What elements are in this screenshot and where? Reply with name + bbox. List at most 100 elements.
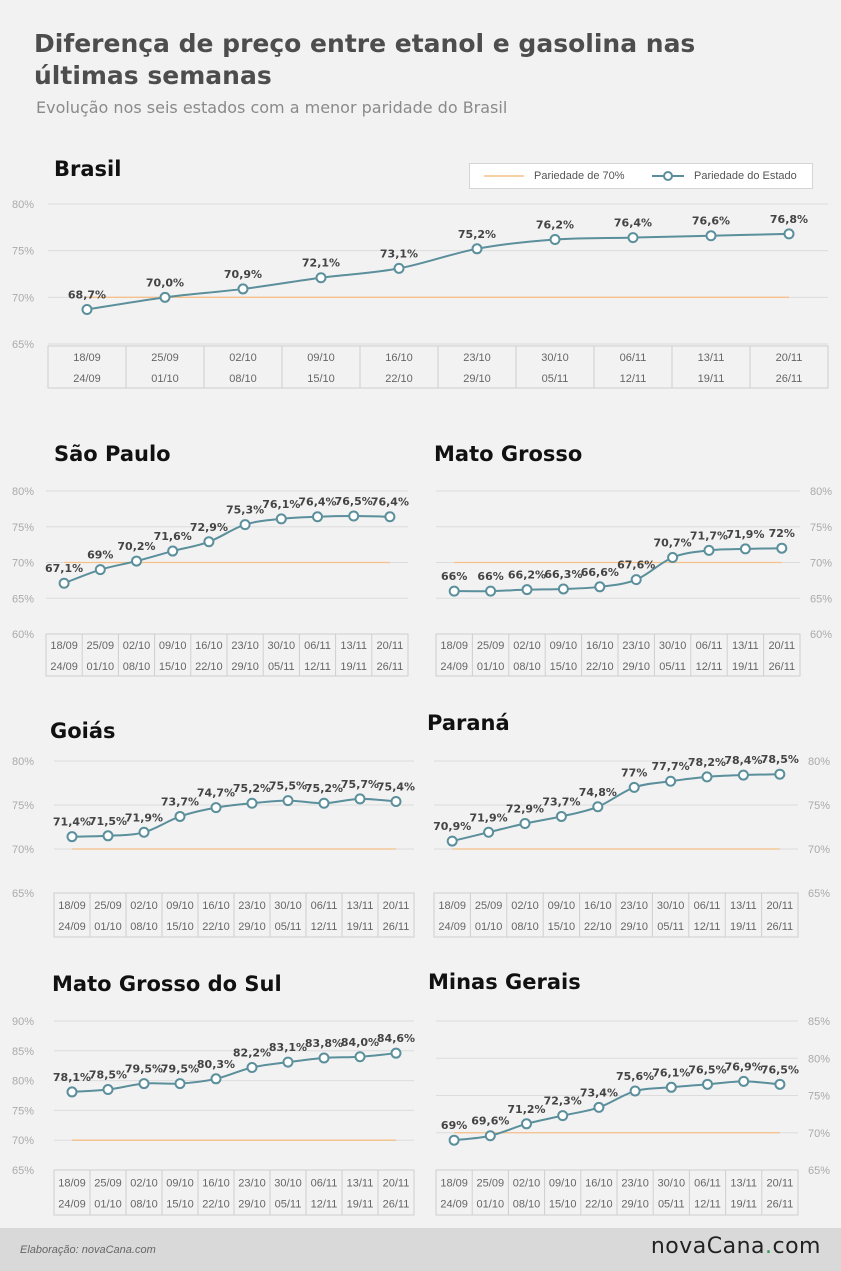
data-label: 76,6% bbox=[692, 215, 730, 228]
x-tick-label-start: 18/09 bbox=[73, 352, 101, 364]
x-tick-label-end: 08/10 bbox=[130, 1199, 158, 1211]
x-tick-label-end: 26/11 bbox=[776, 373, 803, 385]
x-tick-label-end: 22/10 bbox=[385, 373, 413, 385]
data-label: 70,7% bbox=[654, 536, 692, 549]
x-tick-label-start: 30/10 bbox=[657, 900, 685, 912]
data-point bbox=[448, 585, 460, 597]
x-tick-label-start: 30/10 bbox=[268, 640, 296, 652]
x-tick-label-end: 08/10 bbox=[123, 661, 151, 673]
x-tick-label-start: 30/10 bbox=[274, 900, 302, 912]
data-point bbox=[555, 810, 567, 822]
x-tick-label-start: 25/09 bbox=[477, 1178, 505, 1190]
logo-dot: . bbox=[765, 1234, 773, 1259]
x-tick-label-start: 16/10 bbox=[202, 900, 230, 912]
x-tick-label-end: 01/10 bbox=[94, 1199, 122, 1211]
x-tick-label-start: 09/10 bbox=[159, 640, 187, 652]
x-tick-label-end: 05/11 bbox=[658, 1199, 685, 1211]
data-label: 75,4% bbox=[377, 780, 415, 793]
x-axis-table: 18/09 24/09 25/09 01/10 02/10 08/10 09/10 15/10… bbox=[433, 892, 799, 938]
x-axis-table: 18/09 24/09 25/09 01/10 02/10 08/10 09/10 15/10… bbox=[53, 1169, 415, 1216]
data-point bbox=[66, 831, 78, 843]
data-point bbox=[628, 781, 640, 793]
chart-mato-grosso-do-sul: 90% 85% 80% 75% 70% 65% 18/09 24/09 25/09 01/10 02… bbox=[12, 1016, 415, 1216]
x-tick-label-start: 18/09 bbox=[58, 900, 86, 912]
x-tick-label-end: 29/10 bbox=[621, 1199, 649, 1211]
x-tick-label-end: 24/09 bbox=[50, 661, 78, 673]
y-tick-label: 75% bbox=[808, 800, 830, 812]
data-label: 76,4% bbox=[614, 217, 652, 230]
data-point bbox=[348, 510, 360, 522]
data-label: 71,9% bbox=[470, 811, 508, 824]
y-tick-label: 65% bbox=[12, 888, 34, 900]
data-label: 78,1% bbox=[53, 1071, 91, 1084]
x-tick-label-start: 18/09 bbox=[440, 1178, 468, 1190]
series-line bbox=[86, 232, 790, 311]
x-tick-label-start: 23/10 bbox=[622, 640, 650, 652]
data-point bbox=[774, 768, 786, 780]
x-tick-label-start: 30/10 bbox=[541, 352, 569, 364]
data-point bbox=[484, 1130, 496, 1142]
x-tick-label-start: 06/11 bbox=[696, 640, 723, 652]
x-tick-label-end: 12/11 bbox=[311, 921, 338, 933]
data-label: 78,5% bbox=[89, 1069, 127, 1082]
x-tick-label-end: 24/09 bbox=[73, 373, 101, 385]
data-label: 76,9% bbox=[725, 1060, 763, 1073]
data-label: 77,7% bbox=[652, 760, 690, 773]
x-tick-label-start: 16/10 bbox=[385, 352, 413, 364]
data-label: 70,9% bbox=[433, 820, 471, 833]
data-label: 83,8% bbox=[305, 1037, 343, 1050]
series-line bbox=[63, 515, 390, 585]
x-tick-label-start: 16/10 bbox=[202, 1178, 230, 1190]
y-tick-label: 60% bbox=[12, 629, 34, 641]
data-point bbox=[701, 771, 713, 783]
data-label: 71,2% bbox=[507, 1103, 545, 1116]
data-label: 67,6% bbox=[617, 559, 655, 572]
x-tick-label-end: 08/10 bbox=[513, 661, 541, 673]
data-label: 82,2% bbox=[233, 1046, 271, 1059]
logo-main: novaCana bbox=[650, 1234, 765, 1259]
x-tick-label-start: 02/10 bbox=[513, 1178, 541, 1190]
data-label: 78,5% bbox=[761, 753, 799, 766]
x-tick-label-end: 01/10 bbox=[151, 373, 179, 385]
data-label: 78,2% bbox=[688, 756, 726, 769]
x-tick-label-end: 22/10 bbox=[202, 1199, 230, 1211]
x-tick-label-end: 22/10 bbox=[584, 921, 612, 933]
y-tick-label: 80% bbox=[12, 756, 34, 768]
data-label: 72,3% bbox=[544, 1095, 582, 1108]
data-label: 76,4% bbox=[371, 496, 409, 509]
state-line-swatch-icon bbox=[652, 171, 684, 181]
x-tick-label-end: 19/11 bbox=[698, 373, 725, 385]
data-label: 70,2% bbox=[117, 540, 155, 553]
x-tick-label-start: 25/09 bbox=[475, 900, 503, 912]
data-label: 69,6% bbox=[471, 1115, 509, 1128]
x-tick-label-start: 20/11 bbox=[767, 1178, 794, 1190]
data-point bbox=[702, 1078, 713, 1090]
x-tick-label-start: 02/10 bbox=[130, 900, 158, 912]
data-point bbox=[593, 1101, 605, 1113]
data-label: 66% bbox=[441, 570, 467, 583]
panel-title-minas-gerais: Minas Gerais bbox=[428, 970, 581, 994]
data-point bbox=[549, 233, 561, 245]
data-point bbox=[58, 577, 70, 589]
data-label: 71,9% bbox=[125, 811, 163, 824]
data-label: 76,5% bbox=[335, 495, 373, 508]
data-point bbox=[448, 1134, 460, 1146]
x-tick-label-start: 16/10 bbox=[585, 1178, 613, 1190]
x-tick-label-start: 23/10 bbox=[238, 1178, 266, 1190]
data-label: 75,5% bbox=[269, 780, 307, 793]
x-tick-label-end: 08/10 bbox=[513, 1199, 541, 1211]
data-point bbox=[471, 243, 483, 255]
data-label: 80,3% bbox=[197, 1058, 235, 1071]
x-tick-label-end: 12/11 bbox=[694, 921, 721, 933]
data-label: 69% bbox=[441, 1119, 467, 1132]
x-tick-label-start: 13/11 bbox=[340, 640, 367, 652]
data-label: 75,6% bbox=[616, 1070, 654, 1083]
x-axis-table: 18/09 24/09 25/09 01/10 02/10 08/10 09/10 15/10… bbox=[47, 345, 829, 389]
data-label: 75,2% bbox=[233, 782, 271, 795]
data-point bbox=[629, 1085, 641, 1097]
data-label: 73,4% bbox=[580, 1086, 618, 1099]
x-tick-label-start: 13/11 bbox=[347, 1178, 374, 1190]
data-label: 84,0% bbox=[341, 1036, 379, 1049]
legend-item-state: Pariedade do Estado bbox=[650, 164, 797, 188]
y-tick-label: 75% bbox=[12, 522, 34, 534]
